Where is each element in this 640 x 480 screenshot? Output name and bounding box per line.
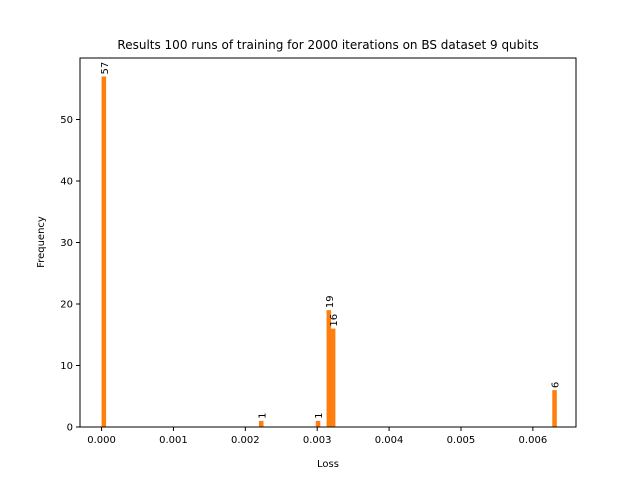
bar-labels-group: 57 1 1 19 16 6 — [100, 62, 562, 419]
y-tick-label-1: 10 — [60, 361, 73, 372]
bar-0 — [101, 76, 107, 427]
bar-4 — [330, 328, 336, 427]
x-tick-label-0: 0.000 — [87, 435, 116, 446]
bar-2 — [315, 420, 321, 427]
x-tick-label-6: 0.006 — [519, 435, 548, 446]
bars-group — [101, 76, 557, 427]
bar-3 — [326, 310, 332, 427]
y-tick-label-4: 40 — [60, 177, 73, 188]
bar-label-0: 57 — [100, 62, 111, 75]
bar-label-5: 6 — [551, 382, 562, 388]
x-tick-label-5: 0.005 — [447, 435, 476, 446]
y-tick-label-3: 30 — [60, 238, 73, 249]
x-axis-label: Loss — [317, 459, 339, 470]
bar-1 — [258, 420, 264, 427]
bar-label-1: 1 — [257, 412, 268, 418]
y-tick-label-5: 50 — [60, 115, 73, 126]
y-axis-ticks: 0 10 20 30 40 50 — [60, 115, 80, 434]
y-tick-label-2: 20 — [60, 300, 73, 311]
x-tick-label-4: 0.004 — [375, 435, 404, 446]
x-tick-label-3: 0.003 — [303, 435, 332, 446]
y-tick-label-0: 0 — [67, 423, 73, 434]
chart-title: Results 100 runs of training for 2000 it… — [117, 38, 538, 52]
bar-label-2: 1 — [314, 412, 325, 418]
bar-5 — [552, 390, 557, 427]
x-tick-label-1: 0.001 — [159, 435, 188, 446]
x-axis-ticks: 0.000 0.001 0.002 0.003 0.004 0.005 0.006 — [87, 427, 547, 446]
bar-label-4: 16 — [329, 314, 340, 327]
x-tick-label-2: 0.002 — [231, 435, 260, 446]
bar-label-3: 19 — [325, 295, 336, 308]
y-axis-label: Frequency — [36, 216, 47, 268]
